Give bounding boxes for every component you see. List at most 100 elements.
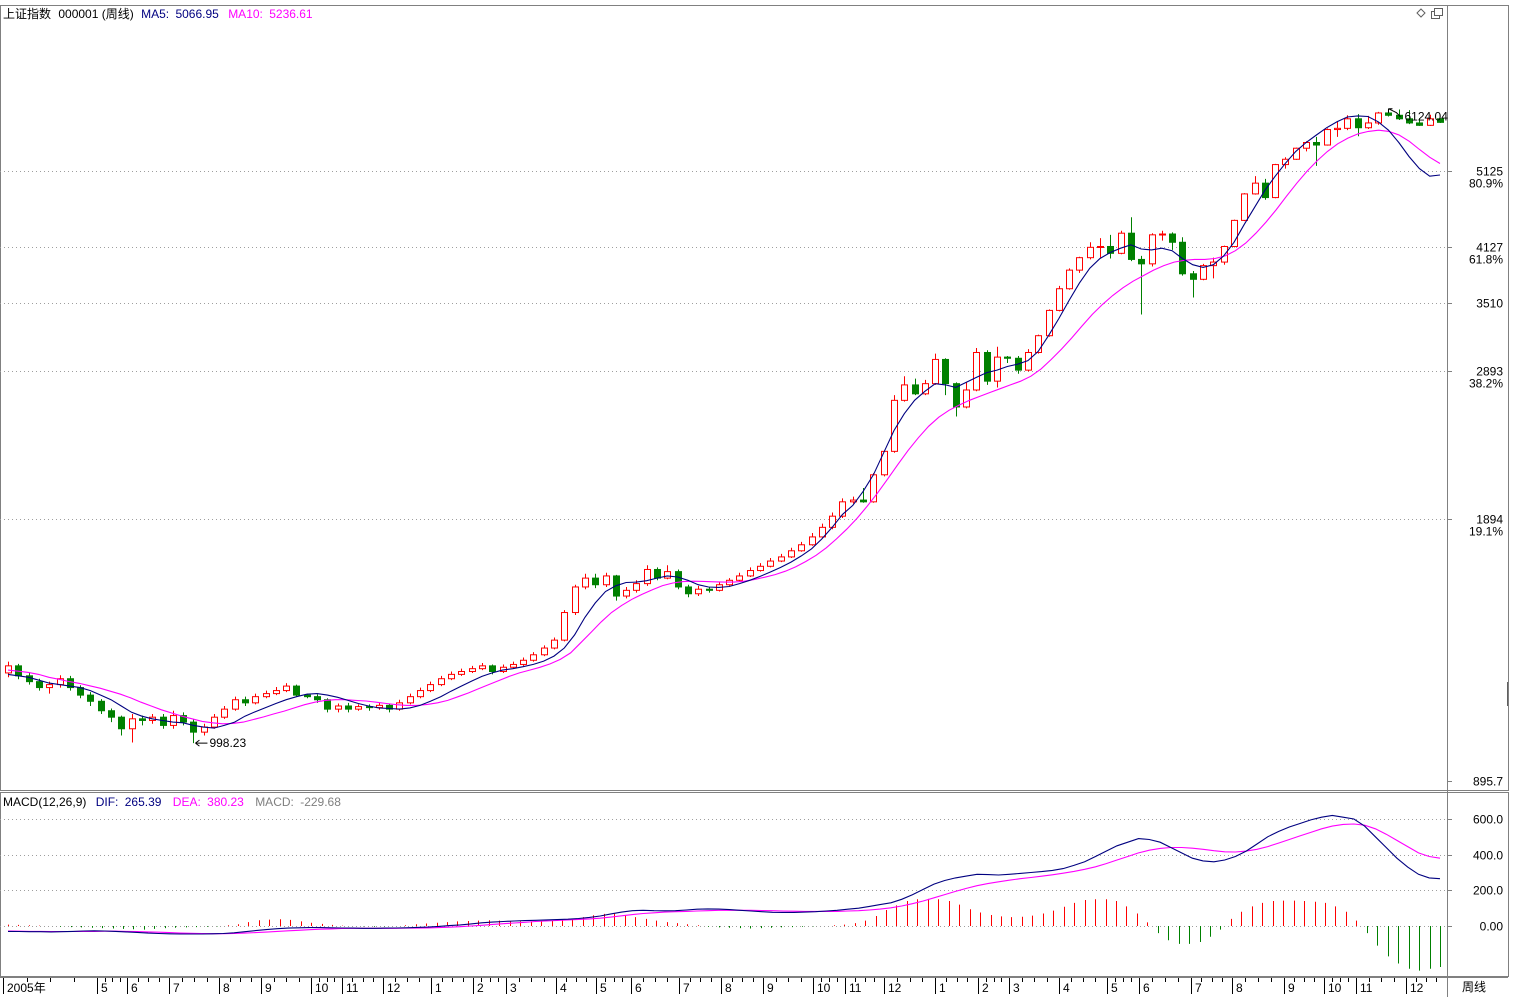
candle bbox=[1437, 118, 1444, 123]
candle bbox=[1097, 238, 1104, 258]
candle-body-up bbox=[1046, 309, 1053, 337]
candle-body-up bbox=[623, 589, 630, 597]
candle bbox=[778, 553, 785, 563]
candle-body-up bbox=[1344, 118, 1351, 129]
candle-body-down bbox=[984, 351, 991, 382]
candle bbox=[767, 557, 774, 568]
x-tick-label: 9 bbox=[265, 981, 272, 995]
candle-body-up bbox=[1334, 127, 1341, 131]
candle-body-up bbox=[520, 659, 527, 665]
y-tick-percent: 38.2% bbox=[1469, 377, 1503, 391]
candle bbox=[263, 690, 270, 699]
candle-body-up bbox=[747, 570, 754, 577]
candle-body-up bbox=[1365, 122, 1372, 129]
candle-body-down bbox=[1355, 118, 1362, 129]
candle-body-down bbox=[1385, 112, 1392, 116]
candle-body-up bbox=[778, 556, 785, 562]
candle bbox=[407, 693, 414, 705]
y-tick-label: 2893 bbox=[1476, 365, 1503, 379]
candle bbox=[190, 718, 197, 744]
low-value: 998.23 bbox=[209, 736, 246, 750]
candle-body-up bbox=[932, 358, 939, 385]
candle-body-up bbox=[1427, 118, 1434, 126]
candle-body-up bbox=[283, 685, 290, 692]
x-tick-label: 7 bbox=[683, 981, 690, 995]
candle bbox=[1334, 121, 1341, 137]
candle-body-down bbox=[242, 699, 249, 704]
candle bbox=[963, 382, 970, 409]
ma5-label: MA5: bbox=[141, 7, 169, 21]
candle bbox=[1066, 268, 1073, 290]
candle-body-up bbox=[644, 568, 651, 585]
candle-body-down bbox=[1107, 245, 1114, 254]
candle-body-down bbox=[685, 586, 692, 595]
x-tick-label: 3 bbox=[510, 981, 517, 995]
candle-body-up bbox=[788, 550, 795, 558]
candle bbox=[1169, 232, 1176, 250]
candle bbox=[242, 696, 249, 706]
x-tick-label: 1 bbox=[435, 981, 442, 995]
candle-body-up bbox=[572, 586, 579, 614]
x-tick-label: 9 bbox=[1288, 981, 1295, 995]
candle bbox=[1118, 230, 1125, 255]
candle bbox=[1406, 110, 1413, 125]
candle-body-down bbox=[1313, 142, 1320, 146]
candle bbox=[211, 713, 218, 729]
restore-window-icon[interactable] bbox=[1431, 8, 1443, 19]
candle-body-up bbox=[427, 684, 434, 692]
candle bbox=[582, 573, 589, 590]
candle-body-up bbox=[407, 696, 414, 704]
candle-body-down bbox=[87, 694, 94, 702]
candle-body-down bbox=[1437, 118, 1444, 123]
candle bbox=[1416, 118, 1423, 126]
x-tick-label: 10 bbox=[817, 981, 831, 995]
candle bbox=[1159, 230, 1166, 241]
y-tick-label: 895.7 bbox=[1473, 775, 1503, 789]
candle bbox=[87, 692, 94, 706]
dea-value: 380.23 bbox=[207, 795, 244, 809]
candle bbox=[572, 584, 579, 615]
x-tick-label: 4 bbox=[560, 981, 567, 995]
candle-body-up bbox=[273, 690, 280, 695]
candle bbox=[839, 498, 846, 519]
candle-body-up bbox=[551, 639, 558, 649]
candle bbox=[747, 567, 754, 578]
y-tick-label: 1894 bbox=[1476, 513, 1503, 527]
candle-body-up bbox=[129, 718, 136, 730]
y-tick-percent: 80.9% bbox=[1469, 177, 1503, 191]
candle-body-up bbox=[46, 684, 53, 689]
candle-body-up bbox=[396, 702, 403, 710]
candle bbox=[1107, 234, 1114, 259]
candle bbox=[376, 702, 383, 710]
candle-body-up bbox=[561, 612, 568, 641]
candle bbox=[448, 671, 455, 681]
candle-body-down bbox=[118, 716, 125, 730]
candle-body-up bbox=[1324, 129, 1331, 146]
candle bbox=[335, 703, 342, 713]
candle bbox=[1128, 217, 1135, 262]
candle-body-down bbox=[304, 694, 311, 698]
candle-body-up bbox=[1282, 158, 1289, 166]
candle bbox=[561, 610, 568, 642]
x-tick-label: 10 bbox=[315, 981, 329, 995]
candle bbox=[438, 675, 445, 687]
candle-body-down bbox=[293, 685, 300, 696]
diamond-icon[interactable] bbox=[1416, 8, 1426, 18]
x-tick-label: 6 bbox=[131, 981, 138, 995]
candle-body-down bbox=[108, 710, 115, 718]
candle-body-up bbox=[829, 515, 836, 528]
period-corner-label[interactable]: 周线 bbox=[1462, 980, 1486, 994]
candle-body-down bbox=[314, 696, 321, 701]
y-tick-label: 3510 bbox=[1476, 297, 1503, 311]
candle-body-up bbox=[1066, 269, 1073, 290]
candle bbox=[623, 586, 630, 599]
candle-body-down bbox=[675, 571, 682, 588]
candle bbox=[1076, 256, 1083, 273]
candle bbox=[592, 573, 599, 589]
candle-body-down bbox=[180, 715, 187, 723]
candle bbox=[1396, 109, 1403, 120]
x-tick-label: 1 bbox=[939, 981, 946, 995]
ma10-value: 5236.61 bbox=[269, 7, 313, 21]
